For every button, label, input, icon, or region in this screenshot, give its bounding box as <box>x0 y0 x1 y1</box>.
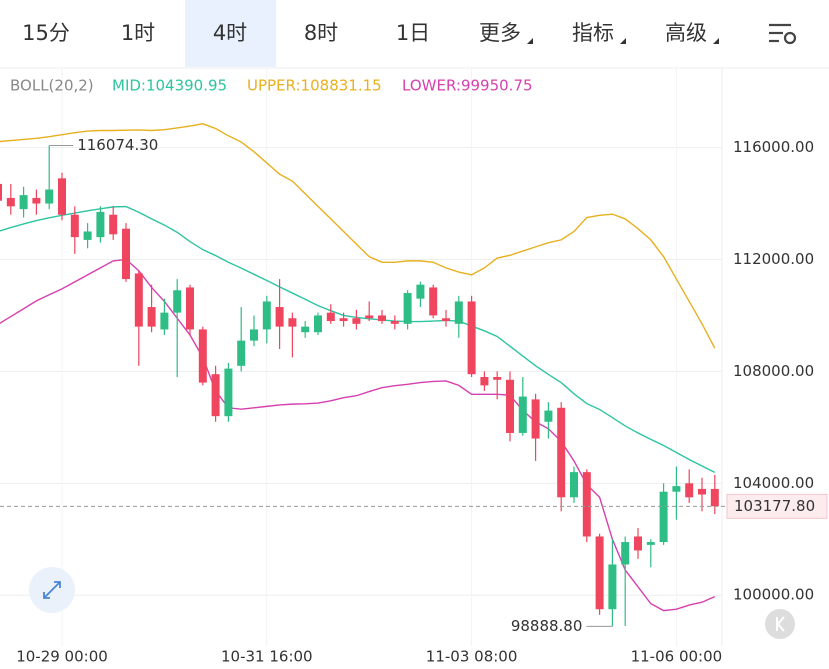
legend-entry: LOWER:99950.75 <box>402 77 533 95</box>
last-price-label: 103177.80 <box>734 497 815 515</box>
candle-body <box>173 290 182 313</box>
back-icon <box>776 616 785 632</box>
candle-body <box>493 376 502 380</box>
candle-body <box>19 195 28 210</box>
candle-body <box>557 407 566 498</box>
candle-body <box>45 189 54 204</box>
candle-body <box>314 315 322 333</box>
candle-body <box>390 321 399 324</box>
candle-body <box>352 318 361 324</box>
candle-body <box>403 293 412 324</box>
band-line <box>0 258 716 612</box>
candle-body <box>160 312 169 330</box>
legend-entry: MID:104390.95 <box>112 77 227 95</box>
dropdown-caret <box>527 38 533 44</box>
candle-body <box>288 318 297 327</box>
high-marker-label: 116074.30 <box>77 136 158 154</box>
tab-selected-bg <box>185 0 276 67</box>
tab[interactable]: 高级 <box>665 21 707 45</box>
candle-body <box>672 486 681 492</box>
candle-body <box>32 197 41 204</box>
dropdown-caret <box>620 38 626 44</box>
candle-body <box>58 178 66 215</box>
candle-body <box>646 542 655 545</box>
y-tick-label: 104000.00 <box>733 474 814 492</box>
candle-body <box>429 287 438 316</box>
candle-body <box>109 214 118 235</box>
candle-body <box>70 214 79 238</box>
tab[interactable]: 1时 <box>121 21 155 45</box>
candle-body <box>544 410 553 422</box>
tab[interactable]: 4时 <box>213 21 247 45</box>
candle-body <box>634 536 642 551</box>
tab[interactable]: 1日 <box>396 21 430 45</box>
y-tick-label: 100000.00 <box>733 586 814 604</box>
tab[interactable]: 8时 <box>304 21 338 45</box>
candle-body <box>211 374 220 417</box>
candle-body <box>250 329 258 341</box>
legend-entry: UPPER:108831.15 <box>247 77 382 95</box>
candle-body <box>0 183 2 201</box>
dropdown-caret <box>713 38 719 44</box>
candle-body <box>326 312 335 322</box>
candle-body <box>467 301 476 375</box>
candle-body <box>275 307 284 327</box>
candle-body <box>506 379 514 433</box>
last-price-box <box>726 493 828 519</box>
y-tick-label: 108000.00 <box>733 362 814 380</box>
indicator-name: BOLL(20,2) <box>10 77 94 95</box>
candle-body <box>480 376 489 386</box>
expand-arrows <box>43 581 61 599</box>
candle-body <box>442 318 450 322</box>
x-tick-label: 11-06 00:00 <box>631 648 723 666</box>
candle-body <box>122 228 130 280</box>
candle-body <box>134 273 143 327</box>
band-line <box>0 123 716 349</box>
legend: BOLL(20,2) MID:104390.95 UPPER:108831.15 L… <box>10 77 533 95</box>
candle-body <box>531 399 540 439</box>
candle-body <box>339 318 348 322</box>
tab-bar: 15分 1时 4时 8时 1日 更多 指标 高级 <box>0 0 829 69</box>
candle-body <box>608 564 617 610</box>
candle-body <box>186 287 194 330</box>
candle-body <box>262 301 271 330</box>
tab[interactable]: 更多 <box>479 21 521 45</box>
plot-area <box>0 68 722 646</box>
expand-icon <box>43 581 61 599</box>
candle-body <box>659 491 668 543</box>
candle-body <box>147 307 156 327</box>
candle-body <box>224 368 233 417</box>
candle-body <box>621 542 630 565</box>
candle-body <box>6 197 15 207</box>
candle-body <box>698 488 706 495</box>
settings-icon[interactable] <box>769 23 797 45</box>
candle-body <box>301 326 310 333</box>
candle-body <box>416 284 425 299</box>
x-tick-label: 10-29 00:00 <box>16 648 108 666</box>
candle-body <box>83 231 92 240</box>
back-button[interactable] <box>765 609 795 639</box>
tab[interactable]: 15分 <box>22 21 70 45</box>
y-tick-label: 116000.00 <box>733 138 814 156</box>
candle-body <box>378 315 386 322</box>
x-tick-label: 11-03 08:00 <box>426 648 518 666</box>
candle-body <box>454 301 463 324</box>
icon-gear <box>783 31 797 45</box>
tab[interactable]: 指标 <box>572 21 614 45</box>
low-marker-label: 98888.80 <box>511 617 583 635</box>
candle-body <box>582 472 591 537</box>
candle-body <box>198 329 207 383</box>
candle-body <box>570 472 578 498</box>
candle-body <box>365 315 374 319</box>
candle-body <box>96 211 105 238</box>
candle-body <box>237 340 246 366</box>
candle-body <box>595 536 604 610</box>
y-tick-label: 112000.00 <box>733 250 814 268</box>
candle-body <box>685 483 694 498</box>
x-tick-label: 10-31 16:00 <box>221 648 313 666</box>
candle-body <box>518 396 527 433</box>
candle-body <box>710 488 719 507</box>
